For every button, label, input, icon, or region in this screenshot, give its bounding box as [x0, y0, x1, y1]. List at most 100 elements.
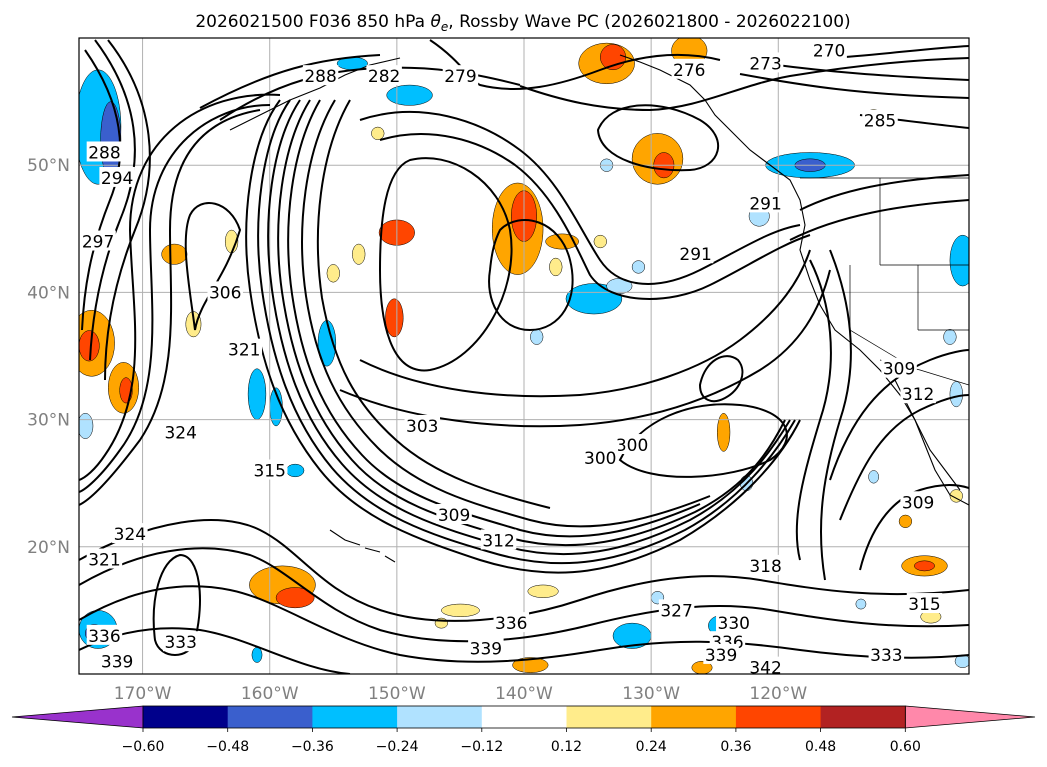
contour-label-background: [906, 593, 943, 614]
contour-label-background: [881, 357, 917, 378]
contour-label: 330: [718, 614, 750, 634]
contour-labels: 288 282 279 276 273 270 285 288 294 297 306 321 324 3…: [80, 39, 943, 679]
contour-line: [79, 93, 281, 481]
pc-shading-blob: [275, 587, 315, 609]
pc-shading-blob: [868, 470, 879, 484]
contour-label: 294: [101, 169, 133, 189]
contour-label-background: [862, 109, 898, 130]
contour-label-background: [716, 612, 752, 633]
contour-label-background: [900, 383, 936, 404]
contour-line: [799, 174, 969, 211]
contour-line: [795, 259, 832, 561]
contour-label-background: [162, 421, 199, 442]
contour-label-background: [442, 65, 479, 86]
contour-line: [359, 110, 801, 285]
title-text: , Rossby Wave PC (2026021800 - 202602210…: [448, 12, 850, 32]
contour-label-background: [251, 459, 288, 480]
pc-shading-blob: [352, 243, 366, 265]
longitude-tick-label: 170°W: [114, 684, 172, 704]
contour-line: [339, 269, 831, 428]
latitude-tick-label: 30°N: [27, 411, 70, 431]
contour-line: [81, 49, 122, 331]
colorbar-tick-label: 0.48: [805, 739, 836, 755]
contour-line: [89, 39, 136, 361]
contour-label: 318: [749, 557, 781, 577]
pc-shading-blob: [949, 381, 963, 408]
contour-label-background: [747, 52, 784, 73]
contour-label-background: [207, 281, 243, 302]
colorbar: −0.60 −0.48 −0.36 −0.24 −0.12 0.12 0.24 0.36 0.4…: [11, 705, 1036, 755]
contour-line: [789, 199, 969, 241]
colorbar-segment: [651, 706, 737, 728]
contour-label-background: [162, 631, 199, 652]
contour-label: 333: [164, 633, 196, 653]
contour-label: 342: [749, 659, 781, 679]
contour-label: 321: [228, 341, 260, 361]
title-subscript: e: [441, 20, 448, 34]
pc-shading-blob: [949, 234, 969, 287]
pc-shading-blob: [79, 330, 100, 362]
contour-label-background: [868, 643, 905, 664]
contour-label-background: [468, 637, 504, 658]
contour-label-background: [582, 446, 619, 467]
hawaii-islands: [329, 529, 396, 563]
contour-line: [79, 585, 969, 663]
contour-label: 339: [101, 652, 133, 672]
contour-label-background: [99, 166, 135, 187]
contour-line: [79, 109, 261, 506]
contour-label-background: [658, 599, 695, 620]
contour-line: [277, 99, 786, 547]
pc-shading-blob: [914, 560, 935, 572]
latitude-tick-label: 50°N: [27, 156, 70, 176]
aleutian-coastline: [229, 57, 401, 131]
contour-line: [596, 104, 720, 172]
colorbar-tick-label: 0.60: [890, 739, 921, 755]
contour-label: 288: [88, 143, 120, 163]
contour-label: 276: [673, 61, 705, 81]
contour-label: 324: [164, 423, 196, 443]
contour-label-background: [747, 554, 784, 575]
contour-line: [267, 99, 791, 556]
contour-line: [839, 394, 969, 521]
longitude-tick-label: 160°W: [241, 684, 299, 704]
contour-label: 339: [470, 640, 502, 660]
contour-label: 336: [88, 627, 120, 647]
latitude-tick-label: 20°N: [27, 538, 70, 558]
contour-line: [245, 99, 801, 574]
contour-label-background: [404, 414, 441, 435]
pc-shading-blob: [898, 514, 913, 528]
contour-label: 309: [883, 360, 915, 380]
colorbar-segment: [820, 706, 906, 728]
colorbar-tick-label: 0.36: [720, 739, 751, 755]
contour-label-background: [671, 58, 708, 79]
contour-label: 309: [902, 493, 934, 513]
contour-label-background: [436, 504, 472, 524]
contour-label: 270: [813, 42, 845, 62]
state-borders: [849, 178, 969, 361]
contour-label-background: [811, 39, 847, 60]
contour-label-background: [86, 548, 123, 569]
pc-shading-blob: [717, 412, 731, 452]
contour-label-background: [747, 192, 784, 213]
contour-label: 312: [482, 531, 514, 551]
contour-label: 291: [679, 245, 711, 265]
contour-label: 306: [209, 283, 241, 303]
pc-shading-blob: [247, 368, 267, 420]
contour-label: 339: [705, 646, 737, 666]
contour-label-background: [480, 529, 517, 550]
contour-label: 312: [902, 385, 934, 405]
contour-line: [104, 39, 151, 381]
pc-shading-blob: [161, 243, 188, 265]
longitude-axis: 170°W 160°W 150°W 140°W 130°W 120°W: [114, 684, 808, 704]
contour-label-background: [226, 338, 263, 359]
contour-line: [739, 73, 969, 99]
pc-shading-blob: [441, 603, 480, 618]
contour-label: 333: [870, 646, 902, 666]
colorbar-segment: [397, 706, 483, 728]
pc-shading-blob: [251, 647, 263, 663]
contour-line: [199, 54, 381, 109]
map-frame: [78, 37, 970, 675]
contour-line: [287, 99, 701, 538]
contour-line: [316, 99, 551, 509]
contour-label-background: [614, 434, 650, 455]
